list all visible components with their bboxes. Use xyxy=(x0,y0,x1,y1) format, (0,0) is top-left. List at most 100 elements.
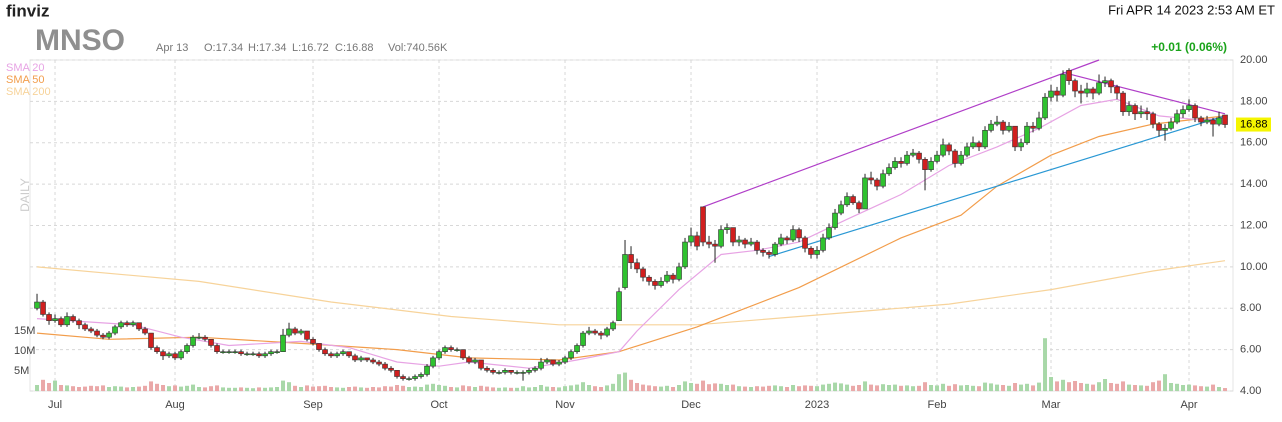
candle-body xyxy=(88,328,94,332)
volume-bar xyxy=(515,387,520,391)
candle-body xyxy=(436,351,442,359)
candle-body xyxy=(838,204,844,214)
candle-body xyxy=(394,370,400,377)
candle-body xyxy=(1096,82,1102,94)
volume-bar xyxy=(821,384,826,391)
volume-bar xyxy=(503,387,508,391)
volume-bar xyxy=(1007,385,1012,391)
volume-bar xyxy=(467,386,472,391)
candle-body xyxy=(310,338,316,344)
candle-body xyxy=(466,357,472,363)
volume-bar xyxy=(587,385,592,391)
volume-bar xyxy=(563,386,568,391)
candle-body xyxy=(1006,125,1012,131)
sma-line xyxy=(36,115,1226,361)
candle-body xyxy=(832,212,838,228)
volume-bar xyxy=(1013,383,1018,391)
candle-body xyxy=(118,322,124,328)
volume-bar xyxy=(209,386,214,391)
candle-body xyxy=(958,154,964,164)
volume-bar xyxy=(1097,382,1102,391)
candle-body xyxy=(586,330,592,334)
candle-body xyxy=(1042,96,1048,119)
candle-body xyxy=(574,345,580,352)
y-tick-label: 8.00 xyxy=(1240,302,1261,314)
volume-bar xyxy=(767,385,772,391)
candle-body xyxy=(1186,105,1192,110)
candle-body xyxy=(868,177,874,181)
candle-body xyxy=(1180,109,1186,115)
volume-bar xyxy=(869,384,874,391)
volume-bar xyxy=(941,383,946,391)
candle-body xyxy=(46,314,52,321)
legend-entry: SMA 20 xyxy=(6,62,45,74)
candle-body xyxy=(928,161,934,170)
candle-body xyxy=(124,322,130,326)
volume-bar xyxy=(1073,381,1078,391)
volume-bar xyxy=(659,386,664,391)
volume-bar xyxy=(713,383,718,391)
volume-bar xyxy=(1193,385,1198,391)
volume-bar xyxy=(407,387,412,391)
candle-body xyxy=(610,322,616,330)
volume-bar xyxy=(59,385,64,391)
candle-body xyxy=(1066,70,1072,81)
candle-body xyxy=(166,353,172,357)
volume-bar xyxy=(275,387,280,391)
volume-bar xyxy=(269,387,274,391)
volume-bar xyxy=(887,385,892,391)
candle-body xyxy=(496,372,502,374)
volume-bar xyxy=(611,383,616,391)
candle-body xyxy=(490,370,496,373)
volume-bar xyxy=(731,384,736,391)
volume-bar xyxy=(797,386,802,391)
candle-body xyxy=(508,370,514,373)
volume-bar xyxy=(533,387,538,391)
candle-body xyxy=(718,229,724,247)
volume-bar xyxy=(95,386,100,391)
x-tick-label: Nov xyxy=(555,399,575,411)
volume-bar xyxy=(1085,383,1090,391)
volume-bar xyxy=(815,386,820,391)
candle-body xyxy=(40,301,46,315)
candle-body xyxy=(190,336,196,346)
volume-bar xyxy=(743,386,748,391)
candle-body xyxy=(406,378,412,380)
candle-body xyxy=(442,347,448,352)
volume-bar xyxy=(179,386,184,391)
candle-body xyxy=(1192,105,1198,119)
volume-bar xyxy=(155,383,160,391)
candle-body xyxy=(478,359,484,369)
candle-body xyxy=(748,241,754,245)
volume-bar xyxy=(167,386,172,391)
x-tick-label: Sep xyxy=(303,399,323,411)
volume-bar xyxy=(497,387,502,391)
volume-bar xyxy=(251,388,256,391)
volume-bar xyxy=(83,386,88,391)
volume-bar xyxy=(1055,381,1060,391)
candle-body xyxy=(454,349,460,351)
volume-bar xyxy=(389,386,394,391)
volume-bar xyxy=(539,385,544,391)
candle-body xyxy=(808,247,814,255)
volume-bar xyxy=(833,382,838,391)
volume-bar xyxy=(851,385,856,391)
volume-bar xyxy=(197,387,202,391)
candle-body xyxy=(664,274,670,282)
candle-body xyxy=(802,237,808,249)
volume-bar xyxy=(245,387,250,391)
candle-body xyxy=(148,332,154,348)
candle-body xyxy=(232,351,238,353)
volume-bar xyxy=(839,383,844,391)
candle-body xyxy=(244,353,250,356)
volume-bar xyxy=(965,385,970,391)
volume-bar xyxy=(479,385,484,391)
candle-body xyxy=(1048,90,1054,98)
volume-bar xyxy=(911,386,916,391)
candle-body xyxy=(1210,119,1216,125)
volume-bar xyxy=(305,385,310,391)
volume-bar xyxy=(455,387,460,391)
candle-body xyxy=(652,281,658,286)
candle-body xyxy=(280,334,286,352)
volume-bar xyxy=(773,385,778,391)
